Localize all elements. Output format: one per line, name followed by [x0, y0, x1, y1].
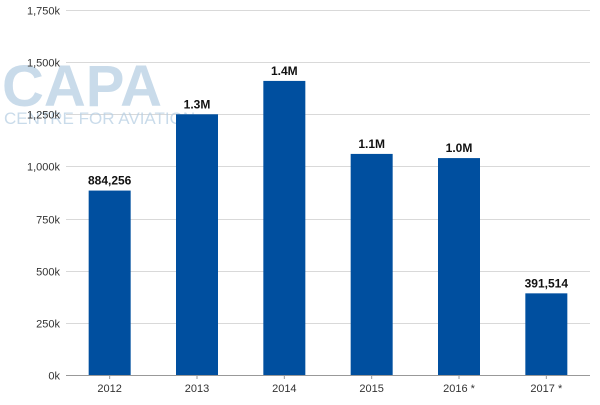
bar-2017: [525, 293, 568, 375]
y-tick-label: 750k: [36, 215, 60, 227]
y-tick-label: 0k: [48, 371, 60, 383]
data-label: 884,256: [88, 174, 132, 188]
x-tick-label: 2013: [185, 383, 209, 395]
x-tick-label: 2016 *: [443, 383, 476, 395]
y-tick-label: 1,000k: [27, 162, 61, 174]
data-label: 1.1M: [358, 137, 385, 151]
watermark-tagline: CENTRE FOR AVIATION: [4, 109, 195, 128]
data-label: 391,514: [525, 276, 569, 290]
watermark: CAPA CENTRE FOR AVIATION: [2, 54, 195, 128]
data-label: 1.0M: [446, 141, 473, 155]
bar-2015: [350, 153, 393, 375]
x-tick-label: 2014: [272, 383, 296, 395]
bar-2016: [438, 158, 480, 375]
watermark-logo: CAPA: [2, 54, 162, 119]
data-label: 1.4M: [271, 64, 298, 78]
y-tick-label: 1,250k: [27, 110, 61, 122]
bars: 884,256 1.3M 1.4M 1.1M 1.0M 391,514: [88, 64, 569, 376]
x-tick-label: 2012: [97, 383, 121, 395]
x-tick-label: 2015: [359, 383, 383, 395]
x-tick-label: 2017 *: [530, 383, 563, 395]
bar-2012: [88, 190, 131, 375]
y-tick-label: 1,750k: [27, 6, 61, 18]
axes: 0k 250k 500k 750k 1,000k 1,250k 1,500k 1,750k 20…: [27, 6, 590, 395]
data-label: 1.3M: [184, 97, 211, 111]
bar-2014: [263, 80, 306, 376]
y-tick-label: 500k: [36, 267, 60, 279]
y-tick-label: 1,500k: [27, 58, 61, 70]
gridlines: [66, 10, 590, 324]
y-tick-label: 250k: [36, 319, 60, 331]
bar-2013: [176, 114, 218, 376]
